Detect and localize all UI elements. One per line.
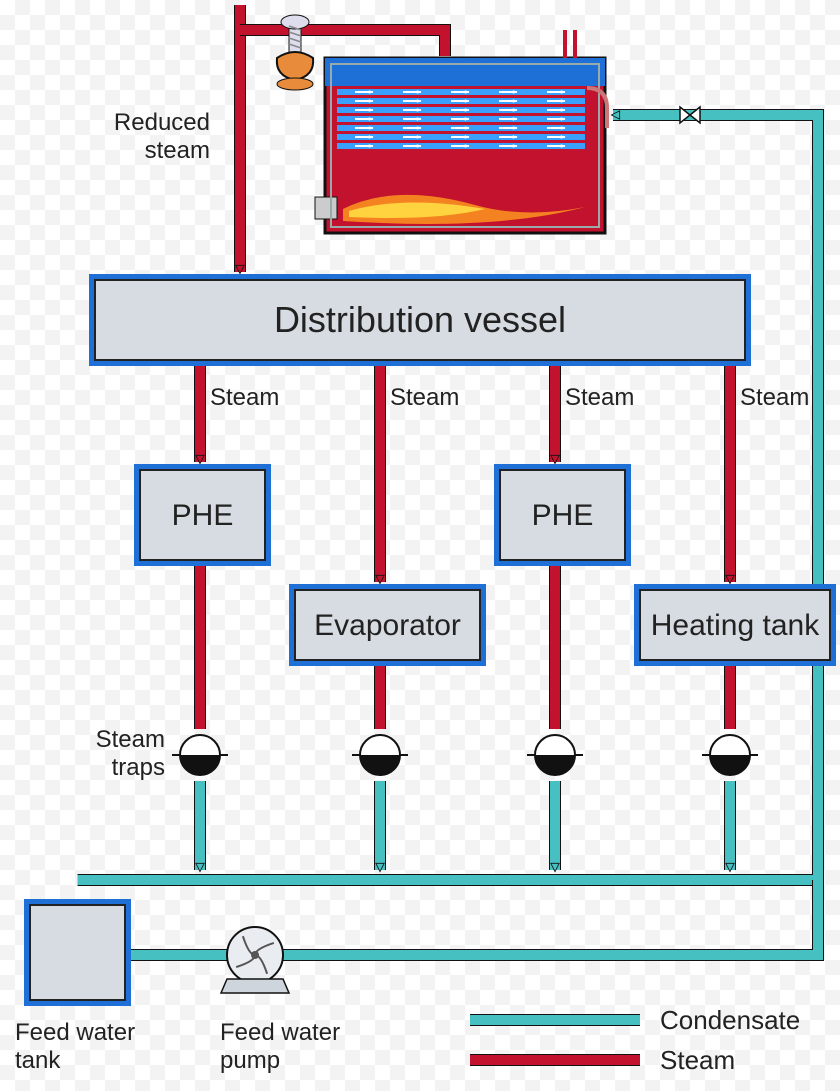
steam-drop-label: Steam: [210, 384, 279, 411]
box-label: PHE: [172, 499, 234, 532]
label-steam-traps: Steam: [96, 726, 165, 753]
steam-drop-label: Steam: [740, 384, 809, 411]
feed-water-tank: [30, 905, 125, 1000]
box-label: PHE: [532, 499, 594, 532]
legend-condensate: Condensate: [660, 1005, 800, 1035]
box-label: Evaporator: [314, 609, 461, 642]
feed-water-pump: [221, 927, 289, 993]
steam-drop-label: Steam: [390, 384, 459, 411]
box-label: Heating tank: [651, 609, 820, 642]
svg-text:traps: traps: [112, 754, 165, 781]
boiler: [315, 58, 607, 233]
legend-steam: Steam: [660, 1045, 735, 1075]
svg-text:pump: pump: [220, 1047, 280, 1074]
label-feed-water-pump: Feed water: [220, 1019, 340, 1046]
box-label: Distribution vessel: [274, 299, 566, 340]
label-reduced-steam: Reduced: [114, 109, 210, 136]
label-feed-water-tank: Feed water: [15, 1019, 135, 1046]
svg-text:steam: steam: [145, 137, 210, 164]
steam-drop-label: Steam: [565, 384, 634, 411]
svg-text:tank: tank: [15, 1047, 61, 1074]
